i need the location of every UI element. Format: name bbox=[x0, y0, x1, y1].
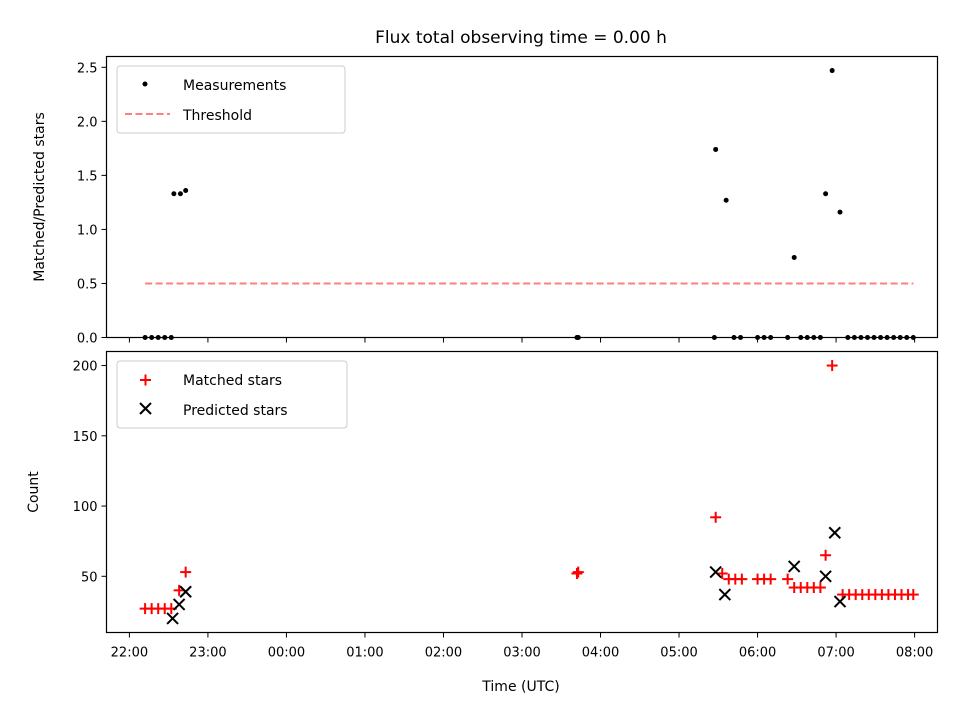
bottom-y-tick-label: 100 bbox=[73, 500, 98, 515]
predicted-stars-point-b bbox=[166, 612, 179, 625]
legend-measurements-label: Measurements bbox=[183, 78, 286, 94]
matched-stars-point bbox=[710, 511, 722, 523]
x-axis-label: Time (UTC) bbox=[481, 679, 559, 695]
predicted-stars-point bbox=[828, 526, 841, 539]
bottom-y-tick-label: 50 bbox=[81, 570, 98, 585]
measurements-point bbox=[791, 255, 797, 261]
top-legend: Measurements Threshold bbox=[116, 65, 346, 134]
legend-threshold-label: Threshold bbox=[182, 108, 252, 124]
matched-stars-point bbox=[173, 584, 185, 596]
measurements-point bbox=[837, 209, 843, 215]
top-y-tick-label: 0.5 bbox=[77, 277, 98, 292]
predicted-stars-point-b bbox=[833, 595, 847, 608]
matched-stars-point bbox=[814, 582, 826, 594]
x-tick-label: 04:00 bbox=[582, 646, 619, 661]
matched-stars-point bbox=[826, 360, 838, 372]
matched-stars-point bbox=[571, 567, 583, 579]
legend-predicted-label: Predicted stars bbox=[183, 403, 288, 419]
x-tick-label: 22:00 bbox=[111, 646, 148, 661]
bottom-legend-box bbox=[116, 360, 348, 429]
matched-stars-point bbox=[782, 573, 794, 585]
predicted-stars-point bbox=[179, 585, 192, 598]
predicted-stars-point bbox=[833, 595, 847, 608]
top-y-tick-label: 2.5 bbox=[77, 61, 98, 76]
matched-stars-point bbox=[572, 566, 584, 578]
bottom-ticks: 22:00 23:00 00:00 01:00 02:00 03:00 04:00 05:00… bbox=[73, 360, 934, 661]
x-tick-label: 23:00 bbox=[189, 646, 226, 661]
predicted-stars-point-b bbox=[179, 585, 192, 598]
top-y-tick-label: 1.0 bbox=[77, 223, 98, 238]
matched-stars-point bbox=[716, 567, 728, 579]
predicted-stars-point bbox=[718, 588, 732, 601]
top-ticks: 0.0 0.5 1.0 1.5 2.0 2.5 bbox=[77, 61, 916, 347]
x-tick-label: 07:00 bbox=[817, 646, 854, 661]
measurements-point bbox=[177, 191, 183, 197]
x-tick-label: 05:00 bbox=[660, 646, 697, 661]
measurements-point bbox=[829, 68, 835, 74]
matched-stars-point bbox=[765, 573, 777, 585]
predicted-stars-point bbox=[787, 560, 801, 573]
legend-matched-marker bbox=[140, 374, 151, 386]
predicted-stars-point-b bbox=[718, 588, 732, 601]
x-tick-label: 01:00 bbox=[346, 646, 383, 661]
bottom-panel: 22:00 23:00 00:00 01:00 02:00 03:00 04:00 05:00… bbox=[26, 350, 939, 695]
predicted-stars-point-b bbox=[819, 570, 832, 583]
measurements-point bbox=[823, 191, 829, 197]
bottom-marks bbox=[139, 360, 919, 625]
predicted-stars-point-b bbox=[828, 526, 841, 539]
measurements-point bbox=[713, 146, 719, 152]
predicted-stars-point bbox=[166, 612, 179, 625]
x-tick-label: 08:00 bbox=[896, 646, 933, 661]
bottom-legend: Matched stars Predicted stars bbox=[116, 360, 348, 429]
top-legend-box bbox=[116, 65, 346, 134]
top-y-axis-label: Matched/Predicted stars bbox=[32, 112, 48, 282]
predicted-stars-point bbox=[172, 598, 186, 611]
top-y-tick-label: 0.0 bbox=[77, 332, 98, 347]
predicted-stars-point bbox=[819, 570, 832, 583]
legend-predicted-marker bbox=[139, 402, 152, 415]
matched-stars-point bbox=[820, 549, 832, 561]
measurements-point bbox=[171, 191, 177, 197]
top-y-tick-label: 1.5 bbox=[77, 169, 98, 184]
matched-stars-point bbox=[180, 566, 192, 578]
x-tick-label: 00:00 bbox=[268, 646, 305, 661]
matched-stars-point bbox=[736, 573, 748, 585]
top-panel: 0.0 0.5 1.0 1.5 2.0 2.5 Matched/Predicted sta… bbox=[32, 55, 939, 347]
figure-title: Flux total observing time = 0.00 h bbox=[375, 28, 667, 48]
matched-stars-point bbox=[907, 589, 919, 601]
predicted-stars-point-b bbox=[172, 598, 186, 611]
predicted-stars-point-b bbox=[709, 565, 722, 579]
bottom-y-axis-label: Count bbox=[26, 471, 42, 513]
x-tick-label: 03:00 bbox=[503, 646, 540, 661]
measurements-point bbox=[183, 188, 189, 194]
predicted-stars-point-b bbox=[787, 560, 801, 573]
bottom-y-tick-label: 200 bbox=[73, 360, 98, 375]
predicted-stars-point bbox=[709, 565, 722, 579]
x-tick-label: 06:00 bbox=[739, 646, 776, 661]
bottom-y-tick-label: 150 bbox=[73, 430, 98, 445]
legend-matched-label: Matched stars bbox=[183, 373, 282, 389]
measurements-point bbox=[723, 197, 729, 203]
legend-measurements-marker bbox=[142, 81, 148, 87]
x-tick-label: 02:00 bbox=[425, 646, 462, 661]
top-y-tick-label: 2.0 bbox=[77, 115, 98, 130]
